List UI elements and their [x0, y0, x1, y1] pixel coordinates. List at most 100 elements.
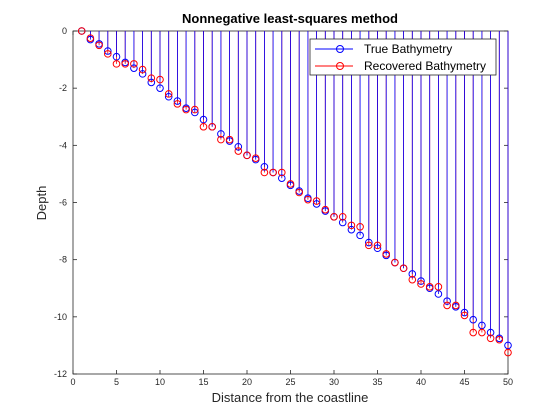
recovered-marker — [460, 311, 469, 320]
recovered-marker — [208, 122, 216, 131]
true-marker — [130, 64, 138, 72]
true-marker — [173, 97, 182, 105]
recovered-marker — [495, 335, 504, 344]
recovered-marker — [130, 60, 138, 68]
recovered-marker — [452, 301, 460, 310]
x-tick-label: 50 — [503, 377, 513, 387]
true-marker — [347, 225, 356, 234]
true-marker — [217, 130, 225, 138]
recovered-marker — [147, 74, 156, 82]
legend-label-recovered: Recovered Bathymetry — [364, 59, 486, 73]
recovered-marker — [164, 90, 173, 98]
recovered-marker — [260, 168, 269, 177]
true-marker — [260, 162, 269, 171]
recovered-marker — [95, 41, 103, 50]
y-tick-label: -2 — [59, 83, 67, 93]
x-tick-label: 45 — [459, 377, 469, 387]
y-tick-label: 0 — [62, 26, 67, 36]
recovered-marker — [173, 100, 182, 108]
recovered-marker — [356, 222, 364, 231]
recovered-marker — [443, 301, 451, 310]
true-marker — [408, 270, 417, 278]
recovered-marker — [321, 205, 330, 214]
y-tick-label: -10 — [54, 312, 67, 322]
true-marker — [191, 108, 199, 117]
y-axis-ticks: 0 -2 -4 -6 -8 -10 -12 — [54, 26, 508, 379]
recovered-marker — [269, 168, 277, 177]
true-marker — [365, 238, 373, 247]
recovered-marker — [121, 60, 129, 68]
true-marker — [338, 218, 347, 227]
x-tick-label: 20 — [242, 377, 252, 387]
x-tick-label: 25 — [285, 377, 295, 387]
legend-marker-true — [336, 45, 344, 53]
recovered-marker — [417, 280, 425, 288]
y-tick-label: -8 — [59, 255, 67, 265]
recovered-marker — [399, 264, 408, 273]
recovered-marker — [182, 105, 190, 114]
legend-marker-recovered — [336, 62, 344, 70]
recovered-marker — [156, 75, 164, 84]
recovered-marker — [138, 65, 147, 74]
true-marker — [434, 290, 443, 298]
recovered-marker — [77, 27, 86, 35]
true-marker — [104, 47, 112, 55]
y-tick-label: -6 — [59, 198, 67, 208]
true-marker — [469, 315, 478, 324]
recovered-marker — [338, 212, 347, 221]
recovered-markers — [77, 27, 512, 357]
recovered-marker — [504, 348, 512, 357]
x-tick-label: 40 — [416, 377, 426, 387]
recovered-marker — [478, 328, 486, 337]
y-tick-label: -4 — [59, 140, 67, 150]
recovered-marker — [486, 334, 495, 343]
true-marker — [199, 115, 208, 124]
recovered-marker — [382, 250, 391, 258]
recovered-marker — [365, 241, 373, 250]
x-tick-label: 15 — [198, 377, 208, 387]
recovered-marker — [286, 180, 295, 188]
true-marker — [504, 341, 512, 350]
y-tick-label: -12 — [54, 369, 67, 379]
recovered-marker — [86, 34, 95, 42]
true-marker — [112, 52, 121, 61]
recovered-marker — [330, 212, 338, 221]
true-marker — [278, 174, 286, 183]
recovered-marker — [243, 151, 251, 160]
recovered-marker — [391, 258, 399, 267]
legend: True Bathymetry Recovered Bathymetry — [309, 38, 497, 76]
true-marker — [356, 231, 364, 240]
y-axis-label: Depth — [34, 186, 49, 221]
legend-label-true: True Bathymetry — [364, 42, 452, 56]
recovered-marker — [104, 50, 112, 58]
recovered-marker — [251, 154, 260, 162]
true-marker — [138, 70, 147, 78]
true-marker — [312, 200, 321, 208]
true-marker — [147, 78, 156, 87]
recovered-marker — [304, 195, 312, 204]
x-tick-label: 30 — [329, 377, 339, 387]
recovered-marker — [373, 241, 382, 250]
recovered-marker — [191, 105, 199, 114]
recovered-marker — [425, 283, 434, 291]
recovered-marker — [199, 122, 208, 131]
recovered-marker — [434, 283, 443, 291]
true-marker — [460, 308, 469, 317]
chart-title: Nonnegative least-squares method — [182, 11, 398, 26]
recovered-marker — [278, 168, 286, 177]
x-tick-label: 0 — [70, 377, 75, 387]
true-marker — [478, 321, 486, 330]
x-tick-label: 5 — [114, 377, 119, 387]
recovered-marker — [312, 197, 321, 205]
true-marker — [373, 244, 382, 253]
true-marker — [443, 297, 451, 305]
true-marker — [234, 142, 243, 151]
true-marker — [417, 277, 425, 285]
recovered-marker — [225, 135, 234, 144]
true-marker — [164, 92, 173, 101]
recovered-marker — [347, 221, 356, 230]
x-axis-label: Distance from the coastline — [212, 390, 369, 405]
recovered-marker — [408, 275, 417, 284]
recovered-marker — [469, 328, 478, 337]
